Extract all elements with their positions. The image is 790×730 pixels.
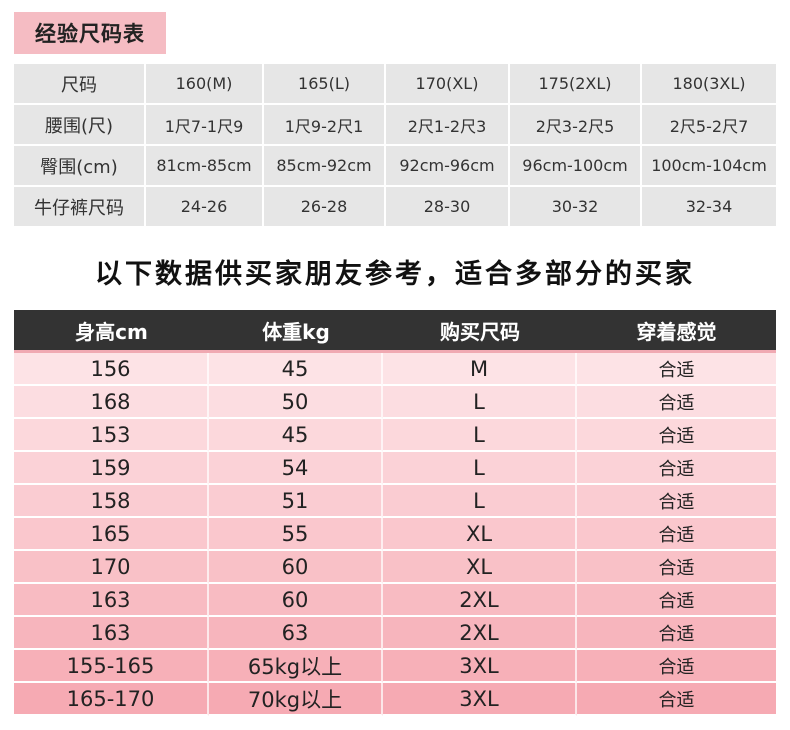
cell-weight: 45 [209,419,383,452]
buyer-table-row: 153 45 L 合适 [14,419,776,452]
size-cell: 165(L) [264,64,386,105]
buyer-table-row: 159 54 L 合适 [14,452,776,485]
size-cell: 180(3XL) [642,64,776,105]
cell-weight: 45 [209,353,383,386]
size-cell: 26-28 [264,187,386,228]
size-cell: 24-26 [146,187,264,228]
size-cell: 2尺1-2尺3 [386,105,510,146]
buyer-table-row: 165 55 XL 合适 [14,518,776,551]
size-cell: 1尺9-2尺1 [264,105,386,146]
cell-weight: 55 [209,518,383,551]
cell-size: M [383,353,577,386]
cell-height: 155-165 [14,650,209,683]
size-cell: 175(2XL) [510,64,642,105]
buyer-table-row: 155-165 65kg以上 3XL 合适 [14,650,776,683]
header-fit: 穿着感觉 [577,310,776,353]
size-cell: 96cm-100cm [510,146,642,187]
cell-height: 165-170 [14,683,209,716]
size-table-row: 牛仔裤尺码 24-26 26-28 28-30 30-32 32-34 [14,187,776,228]
size-cell: 92cm-96cm [386,146,510,187]
header-height: 身高cm [14,310,209,353]
cell-weight: 54 [209,452,383,485]
buyer-table-row: 158 51 L 合适 [14,485,776,518]
header-weight: 体重kg [209,310,383,353]
cell-height: 163 [14,584,209,617]
cell-size: XL [383,518,577,551]
cell-height: 168 [14,386,209,419]
cell-size: L [383,386,577,419]
size-row-label: 牛仔裤尺码 [14,187,146,228]
size-cell: 170(XL) [386,64,510,105]
size-row-label: 臀围(cm) [14,146,146,187]
cell-height: 165 [14,518,209,551]
cell-height: 159 [14,452,209,485]
cell-fit: 合适 [577,452,776,485]
buyer-table-row: 168 50 L 合适 [14,386,776,419]
buyer-table-header: 身高cm 体重kg 购买尺码 穿着感觉 [14,310,776,353]
cell-fit: 合适 [577,518,776,551]
cell-fit: 合适 [577,617,776,650]
cell-fit: 合适 [577,650,776,683]
buyer-reference-table: 身高cm 体重kg 购买尺码 穿着感觉 156 45 M 合适 168 50 L 合适 153 4… [14,310,776,716]
size-row-label: 腰围(尺) [14,105,146,146]
size-cell: 81cm-85cm [146,146,264,187]
header-size: 购买尺码 [383,310,577,353]
size-table-row: 腰围(尺) 1尺7-1尺9 1尺9-2尺1 2尺1-2尺3 2尺3-2尺5 2尺5-2尺7 [14,105,776,146]
cell-height: 158 [14,485,209,518]
cell-fit: 合适 [577,485,776,518]
cell-size: 2XL [383,617,577,650]
cell-weight: 63 [209,617,383,650]
cell-height: 163 [14,617,209,650]
cell-weight: 50 [209,386,383,419]
cell-size: 3XL [383,683,577,716]
cell-size: XL [383,551,577,584]
size-table-row: 臀围(cm) 81cm-85cm 85cm-92cm 92cm-96cm 96cm-10… [14,146,776,187]
cell-fit: 合适 [577,386,776,419]
size-row-label: 尺码 [14,64,146,105]
cell-weight: 51 [209,485,383,518]
size-cell: 1尺7-1尺9 [146,105,264,146]
buyer-table-row: 163 63 2XL 合适 [14,617,776,650]
cell-weight: 60 [209,551,383,584]
cell-weight: 65kg以上 [209,650,383,683]
cell-fit: 合适 [577,353,776,386]
cell-height: 170 [14,551,209,584]
cell-weight: 60 [209,584,383,617]
cell-fit: 合适 [577,683,776,716]
size-cell: 28-30 [386,187,510,228]
page-title: 经验尺码表 [14,12,166,54]
cell-weight: 70kg以上 [209,683,383,716]
size-cell: 30-32 [510,187,642,228]
cell-height: 156 [14,353,209,386]
buyer-table-row: 165-170 70kg以上 3XL 合适 [14,683,776,716]
cell-size: L [383,419,577,452]
size-cell: 85cm-92cm [264,146,386,187]
size-chart-table: 尺码 160(M) 165(L) 170(XL) 175(2XL) 180(3XL) 腰围(… [14,64,776,228]
cell-fit: 合适 [577,584,776,617]
buyer-table-row: 170 60 XL 合适 [14,551,776,584]
cell-size: L [383,452,577,485]
reference-note: 以下数据供买家朋友参考，适合多部分的买家 [95,259,695,290]
cell-size: 3XL [383,650,577,683]
buyer-table-row: 156 45 M 合适 [14,353,776,386]
buyer-table-row: 163 60 2XL 合适 [14,584,776,617]
size-cell: 2尺3-2尺5 [510,105,642,146]
cell-fit: 合适 [577,551,776,584]
size-cell: 32-34 [642,187,776,228]
size-table-row: 尺码 160(M) 165(L) 170(XL) 175(2XL) 180(3XL) [14,64,776,105]
cell-size: 2XL [383,584,577,617]
size-cell: 100cm-104cm [642,146,776,187]
cell-height: 153 [14,419,209,452]
cell-fit: 合适 [577,419,776,452]
cell-size: L [383,485,577,518]
size-cell: 2尺5-2尺7 [642,105,776,146]
size-cell: 160(M) [146,64,264,105]
